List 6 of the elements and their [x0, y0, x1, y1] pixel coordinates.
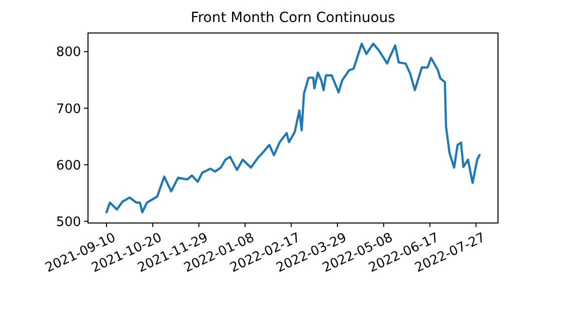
y-tick-label: 700 [56, 102, 81, 117]
y-tick-label: 500 [56, 214, 81, 230]
y-tick-label: 600 [56, 158, 81, 174]
line-series [105, 42, 481, 214]
y-tick-label: 800 [56, 45, 81, 60]
chart-title: Front Month Corn Continuous [190, 10, 396, 26]
